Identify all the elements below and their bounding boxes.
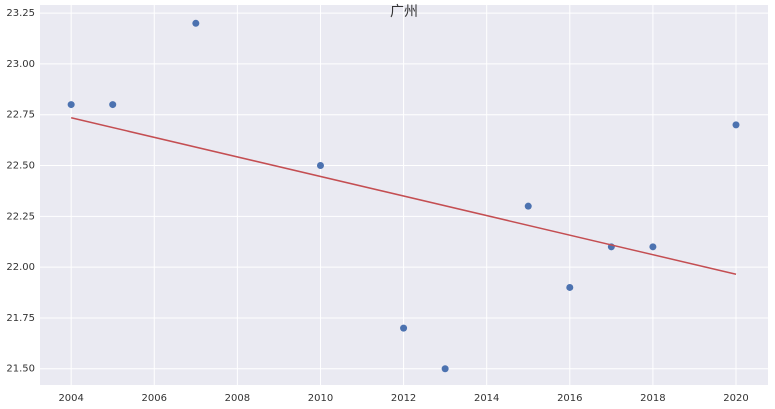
x-tick-label: 2012 [391, 393, 416, 404]
point [109, 101, 117, 109]
x-tick-label: 2008 [225, 393, 250, 404]
y-tick-label: 21.50 [6, 364, 35, 375]
point [566, 283, 574, 291]
y-tick-label: 23.25 [6, 8, 35, 19]
x-tick-label: 2004 [58, 393, 83, 404]
point [400, 324, 408, 332]
y-tick-label: 22.75 [6, 110, 35, 121]
y-tick-label: 22.50 [6, 161, 35, 172]
x-tick-label: 2014 [474, 393, 499, 404]
chart-title: 广州 [390, 4, 418, 20]
y-tick-label: 22.25 [6, 211, 35, 222]
x-tick-label: 2018 [640, 393, 665, 404]
point [524, 202, 532, 210]
point [732, 121, 740, 129]
fit-line [70, 117, 737, 275]
point [316, 162, 324, 170]
x-tick-label: 2010 [308, 393, 333, 404]
point [649, 243, 657, 251]
y-tick-label: 21.75 [6, 313, 35, 324]
point [441, 365, 449, 373]
y-tick-label: 22.00 [6, 262, 35, 273]
x-tick-label: 2006 [142, 393, 167, 404]
x-tick-label: 2020 [723, 393, 748, 404]
x-tick-label: 2016 [557, 393, 582, 404]
point [67, 101, 75, 109]
point [192, 19, 200, 27]
y-tick-label: 23.00 [6, 59, 35, 70]
